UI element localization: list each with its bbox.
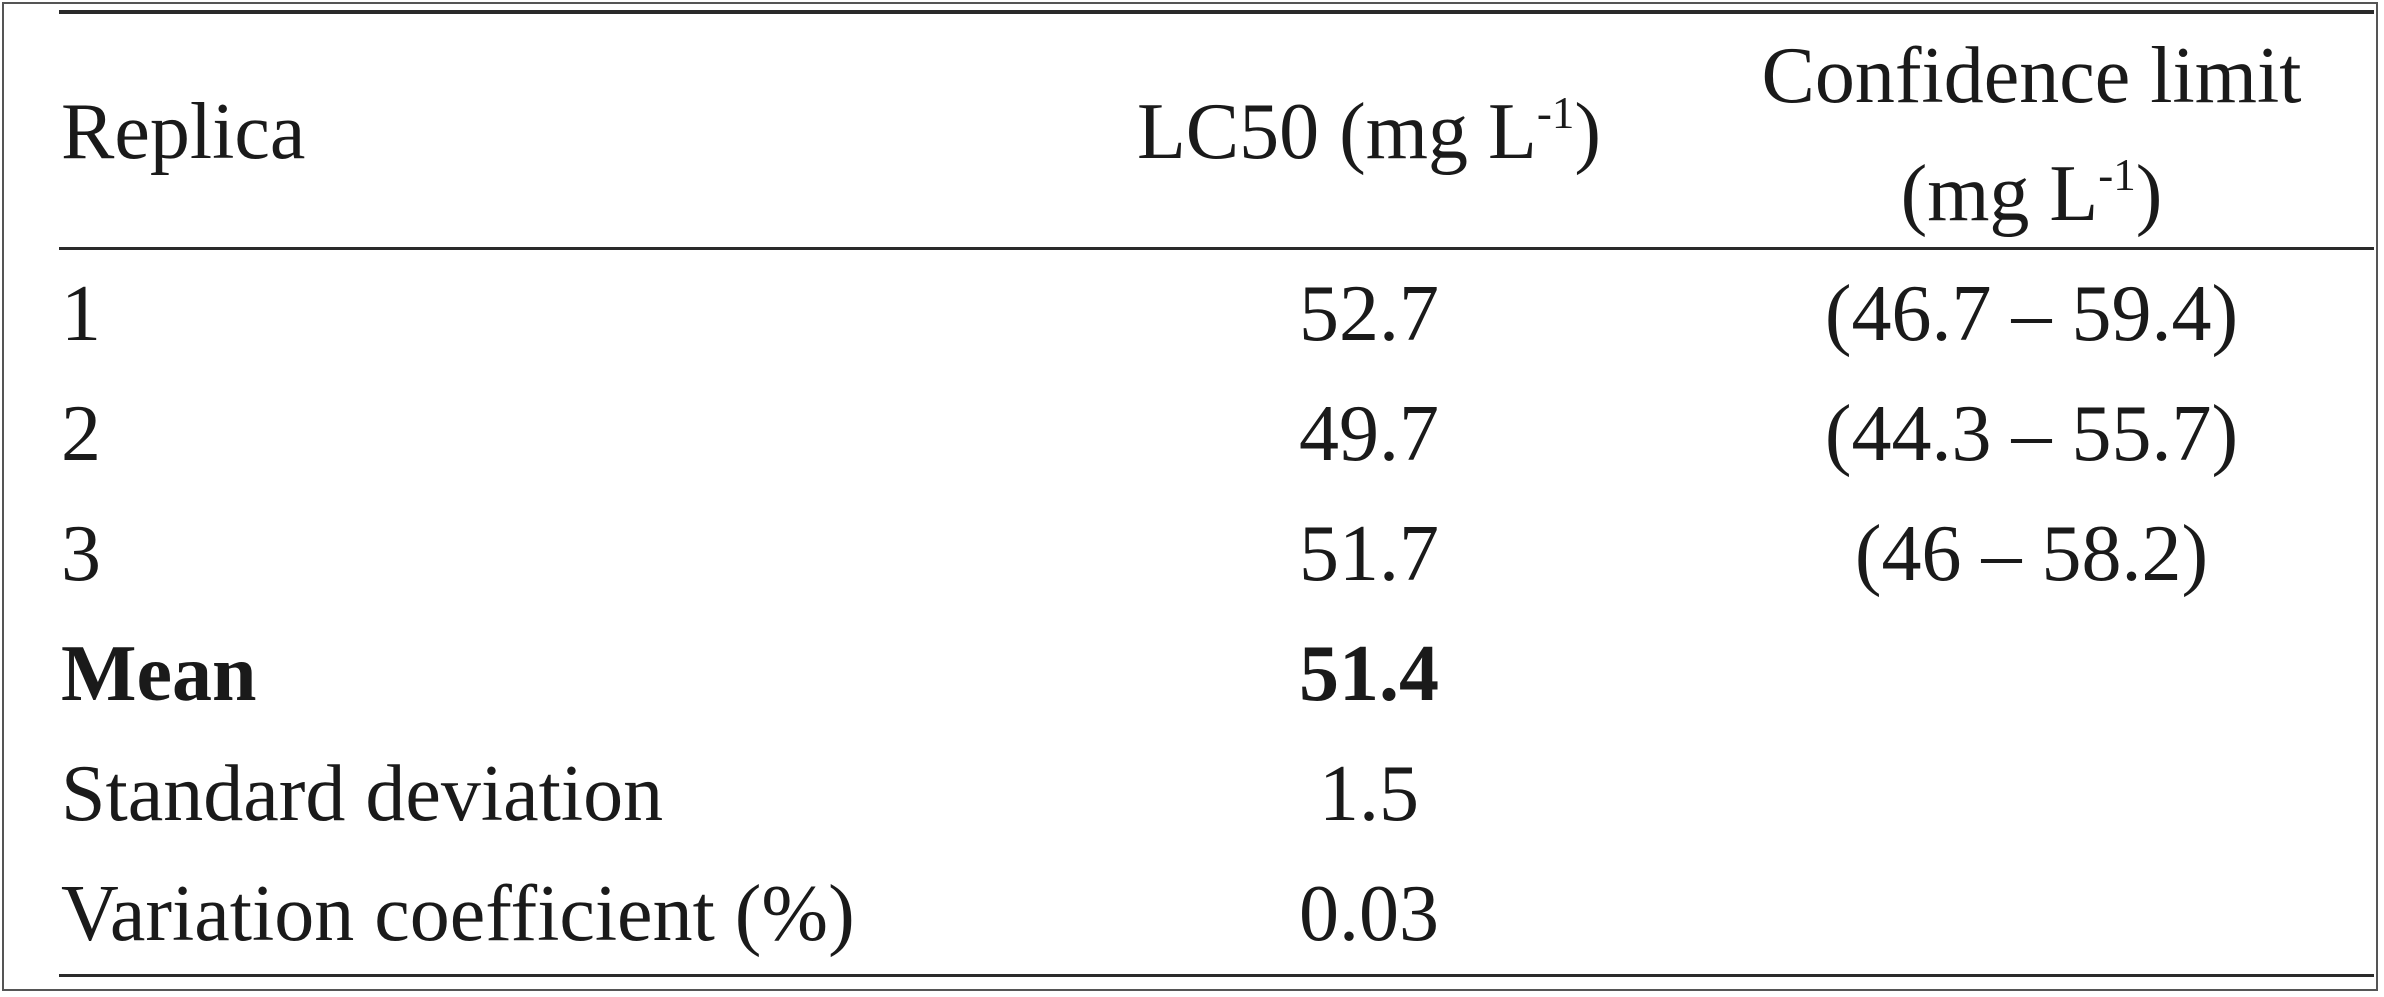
row-2-label: 2 xyxy=(61,390,101,478)
row-2-lc50: 49.7 xyxy=(1299,390,1439,478)
header-confidence-unit: (mg L xyxy=(1900,150,2099,238)
row-cv-label: Variation coefficient (%) xyxy=(61,870,855,958)
header-confidence-line2: (mg L-1) xyxy=(1694,153,2369,235)
header-confidence-close: ) xyxy=(2135,150,2163,238)
row-3-lc50: 51.7 xyxy=(1299,510,1439,598)
header-lc50-sup: -1 xyxy=(1536,88,1575,138)
bottom-rule xyxy=(59,974,2374,977)
row-cv-lc50: 0.03 xyxy=(1299,870,1439,958)
row-1-confidence: (46.7 – 59.4) xyxy=(1824,270,2239,358)
header-replica: Replica xyxy=(61,88,306,176)
top-rule xyxy=(59,10,2374,14)
row-3-confidence: (46 – 58.2) xyxy=(1854,510,2209,598)
row-1-label: 1 xyxy=(61,270,101,358)
row-sd-lc50: 1.5 xyxy=(1319,750,1419,838)
row-mean-lc50: 51.4 xyxy=(1299,630,1439,718)
header-confidence-sup: -1 xyxy=(2098,150,2136,200)
row-mean-label: Mean xyxy=(61,630,257,718)
header-lc50: LC50 (mg L-1) xyxy=(1099,91,1639,173)
header-confidence-line1: Confidence limit xyxy=(1761,32,2302,120)
header-lc50-text: LC50 (mg L xyxy=(1136,88,1537,176)
row-sd-label: Standard deviation xyxy=(61,750,664,838)
row-3-label: 3 xyxy=(61,510,101,598)
header-rule xyxy=(59,247,2374,250)
row-2-confidence: (44.3 – 55.7) xyxy=(1824,390,2239,478)
row-1-lc50: 52.7 xyxy=(1299,270,1439,358)
header-lc50-close: ) xyxy=(1574,88,1602,176)
